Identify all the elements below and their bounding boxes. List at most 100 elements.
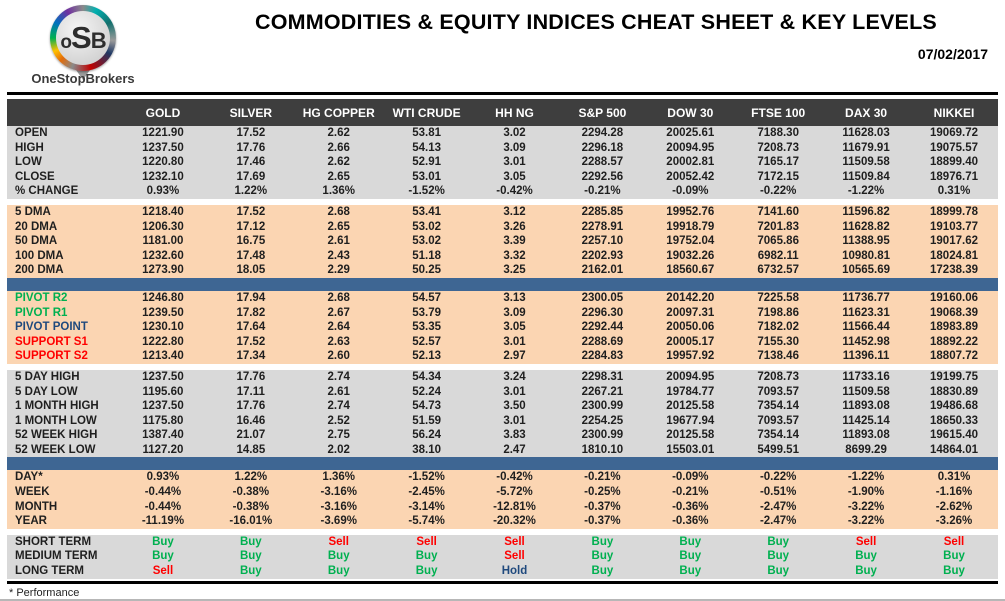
divider-row <box>7 457 998 471</box>
value-cell: 53.79 <box>382 305 471 321</box>
value-cell: 2.61 <box>294 234 383 249</box>
signal-cell: Buy <box>910 549 998 565</box>
value-cell: 3.13 <box>470 290 559 306</box>
value-cell: 52.13 <box>382 349 471 364</box>
value-cell: 2292.56 <box>558 169 647 185</box>
value-cell: 0.93% <box>119 184 207 199</box>
value-cell: -1.22% <box>822 470 911 486</box>
signal-cell: Sell <box>382 534 471 550</box>
value-cell: 17.11 <box>206 384 295 400</box>
value-cell: 1175.80 <box>119 413 207 429</box>
value-cell: -0.37% <box>558 499 647 515</box>
column-header: GOLD <box>119 99 207 126</box>
value-cell: 7188.30 <box>734 126 823 141</box>
value-cell: -2.62% <box>910 499 998 515</box>
value-cell: 2.68 <box>294 204 383 220</box>
value-cell: 8699.29 <box>822 442 911 458</box>
row-label: HIGH <box>7 140 119 156</box>
signal-cell: Buy <box>206 564 295 579</box>
value-cell: 17.76 <box>206 399 295 414</box>
value-cell: 2254.25 <box>558 413 647 429</box>
logo-pin-icon: oSB <box>50 5 116 71</box>
value-cell: 17.94 <box>206 290 295 306</box>
value-cell: -0.42% <box>470 470 559 486</box>
value-cell: -2.47% <box>734 499 823 515</box>
signal-cell: Sell <box>470 549 559 565</box>
corner-cell <box>7 99 119 126</box>
value-cell: -0.42% <box>470 184 559 199</box>
table-row: 52 WEEK LOW 1127.20 14.85 2.02 38.10 2.47 1810… <box>7 442 998 458</box>
table-row: CLOSE 1232.10 17.69 2.65 53.01 3.05 2292.56 200… <box>7 169 998 185</box>
value-cell: 1239.50 <box>119 305 207 321</box>
value-cell: -3.22% <box>822 514 911 529</box>
value-cell: 17238.39 <box>910 263 998 278</box>
value-cell: 17.46 <box>206 155 295 170</box>
footer-divider-rule <box>7 580 998 584</box>
table-row: MONTH -0.44% -0.38% -3.16% -3.14% -12.81% -0.3… <box>7 499 998 515</box>
signal-cell: Sell <box>822 534 911 550</box>
divider-row <box>7 363 998 370</box>
value-cell: -0.37% <box>558 514 647 529</box>
divider-row <box>7 198 998 205</box>
value-cell: 3.39 <box>470 234 559 249</box>
value-cell: 19068.39 <box>910 305 998 321</box>
value-cell: 2278.91 <box>558 219 647 235</box>
value-cell: 3.50 <box>470 399 559 414</box>
value-cell: 11452.98 <box>822 334 911 350</box>
value-cell: -0.36% <box>646 499 735 515</box>
value-cell: 11623.31 <box>822 305 911 321</box>
row-label: PIVOT R1 <box>7 305 119 321</box>
row-label: YEAR <box>7 514 119 529</box>
row-label: PIVOT POINT <box>7 320 119 335</box>
value-cell: 18560.67 <box>646 263 735 278</box>
value-cell: -0.09% <box>646 470 735 486</box>
value-cell: 6732.57 <box>734 263 823 278</box>
column-header: DAX 30 <box>822 99 911 126</box>
value-cell: 53.02 <box>382 234 471 249</box>
value-cell: 56.24 <box>382 428 471 443</box>
value-cell: 53.02 <box>382 219 471 235</box>
row-label: SUPPORT S2 <box>7 349 119 364</box>
signal-cell: Sell <box>119 564 207 579</box>
performance-footnote: * Performance <box>9 586 80 599</box>
bottom-border <box>0 599 1005 601</box>
value-cell: 2285.85 <box>558 204 647 220</box>
value-cell: 20005.17 <box>646 334 735 350</box>
value-cell: 11566.44 <box>822 320 911 335</box>
signal-cell: Buy <box>646 564 735 579</box>
section-divider <box>7 363 998 370</box>
value-cell: 19486.68 <box>910 399 998 414</box>
value-cell: 1222.80 <box>119 334 207 350</box>
value-cell: -3.22% <box>822 499 911 515</box>
value-cell: 2267.21 <box>558 384 647 400</box>
value-cell: 2.74 <box>294 369 383 385</box>
value-cell: 2.68 <box>294 290 383 306</box>
value-cell: 3.01 <box>470 384 559 400</box>
value-cell: 20097.31 <box>646 305 735 321</box>
value-cell: 7208.73 <box>734 140 823 156</box>
value-cell: -0.36% <box>646 514 735 529</box>
value-cell: 11388.95 <box>822 234 911 249</box>
section-divider <box>7 277 998 291</box>
column-header: HH NG <box>470 99 559 126</box>
value-cell: 53.01 <box>382 169 471 185</box>
key-levels-table: GOLD SILVER HG COPPER WTI CRUDE HH NG S&P 500… <box>7 99 998 579</box>
signal-cell: Buy <box>646 534 735 550</box>
value-cell: 20125.58 <box>646 428 735 443</box>
value-cell: 2284.83 <box>558 349 647 364</box>
value-cell: 7141.60 <box>734 204 823 220</box>
value-cell: 2300.99 <box>558 399 647 414</box>
table-row: MEDIUM TERM Buy Buy Buy Buy Sell Buy Buy Buy Buy B… <box>7 549 998 565</box>
header-divider-rule <box>7 92 998 95</box>
value-cell: 1237.50 <box>119 369 207 385</box>
value-cell: 20025.61 <box>646 126 735 141</box>
value-cell: 1.22% <box>206 470 295 486</box>
value-cell: 7093.57 <box>734 384 823 400</box>
value-cell: 11596.82 <box>822 204 911 220</box>
value-cell: 19103.77 <box>910 219 998 235</box>
value-cell: 17.76 <box>206 369 295 385</box>
value-cell: 54.34 <box>382 369 471 385</box>
signal-cell: Buy <box>558 564 647 579</box>
signal-cell: Buy <box>646 549 735 565</box>
